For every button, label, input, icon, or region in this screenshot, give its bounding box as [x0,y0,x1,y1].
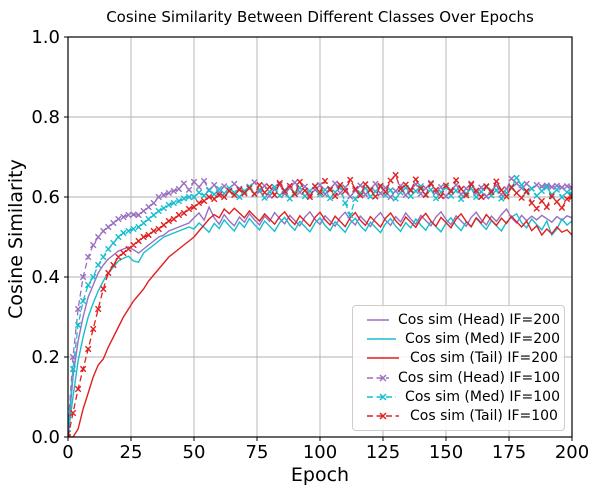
y-tick-label: 0.0 [31,427,60,448]
legend-label: Cos sim (Tail) IF=100 [410,408,558,425]
legend-item: Cos sim (Head) IF=200 [357,312,560,328]
y-tick-label: 1.0 [31,27,60,48]
legend-label: Cos sim (Med) IF=200 [405,330,560,347]
y-tick-label: 0.2 [31,347,60,368]
legend-line-sample [367,357,399,360]
legend-label: Cos sim (Head) IF=200 [398,311,560,328]
legend-x-marker-icon [379,393,387,401]
x-tick-label: 25 [120,442,143,463]
legend-line-sample [367,338,397,340]
legend: Cos sim (Head) IF=200 Cos sim (Med) IF=20… [352,305,565,431]
legend-label: Cos sim (Head) IF=100 [398,369,560,386]
x-axis-label: Epoch [290,464,350,486]
x-tick-label: 75 [246,442,269,463]
legend-line-sample [367,412,399,420]
legend-item: Cos sim (Tail) IF=100 [357,408,560,424]
x-tick-label: 150 [429,442,463,463]
legend-x-marker-icon [379,412,387,420]
legend-x-marker-icon [379,374,387,382]
chart-title: Cosine Similarity Between Different Clas… [106,8,534,26]
legend-item: Cos sim (Head) IF=100 [357,370,560,386]
legend-line-sample [367,374,390,382]
x-tick-label: 100 [303,442,337,463]
legend-item: Cos sim (Tail) IF=200 [357,350,560,366]
legend-item: Cos sim (Med) IF=100 [357,389,560,405]
y-tick-label: 0.8 [31,107,60,128]
x-tick-label: 175 [492,442,526,463]
x-tick-label: 50 [183,442,206,463]
series-line-2 [68,207,572,437]
x-tick-label: 200 [555,442,589,463]
legend-label: Cos sim (Tail) IF=200 [410,350,558,367]
legend-label: Cos sim (Med) IF=100 [405,388,560,405]
legend-line-sample [367,393,397,401]
x-tick-label: 125 [366,442,400,463]
series-markers-5 [68,171,572,437]
series-markers-4 [68,174,572,437]
legend-item: Cos sim (Med) IF=200 [357,331,560,347]
series-line-1 [68,212,572,436]
y-tick-label: 0.6 [31,187,60,208]
y-tick-label: 0.4 [31,267,60,288]
series-line-0 [68,205,572,434]
y-axis-label: Cosine Similarity [5,159,27,319]
x-tick-label: 0 [62,442,73,463]
legend-line-sample [367,318,390,321]
series-markers-3 [68,175,572,433]
